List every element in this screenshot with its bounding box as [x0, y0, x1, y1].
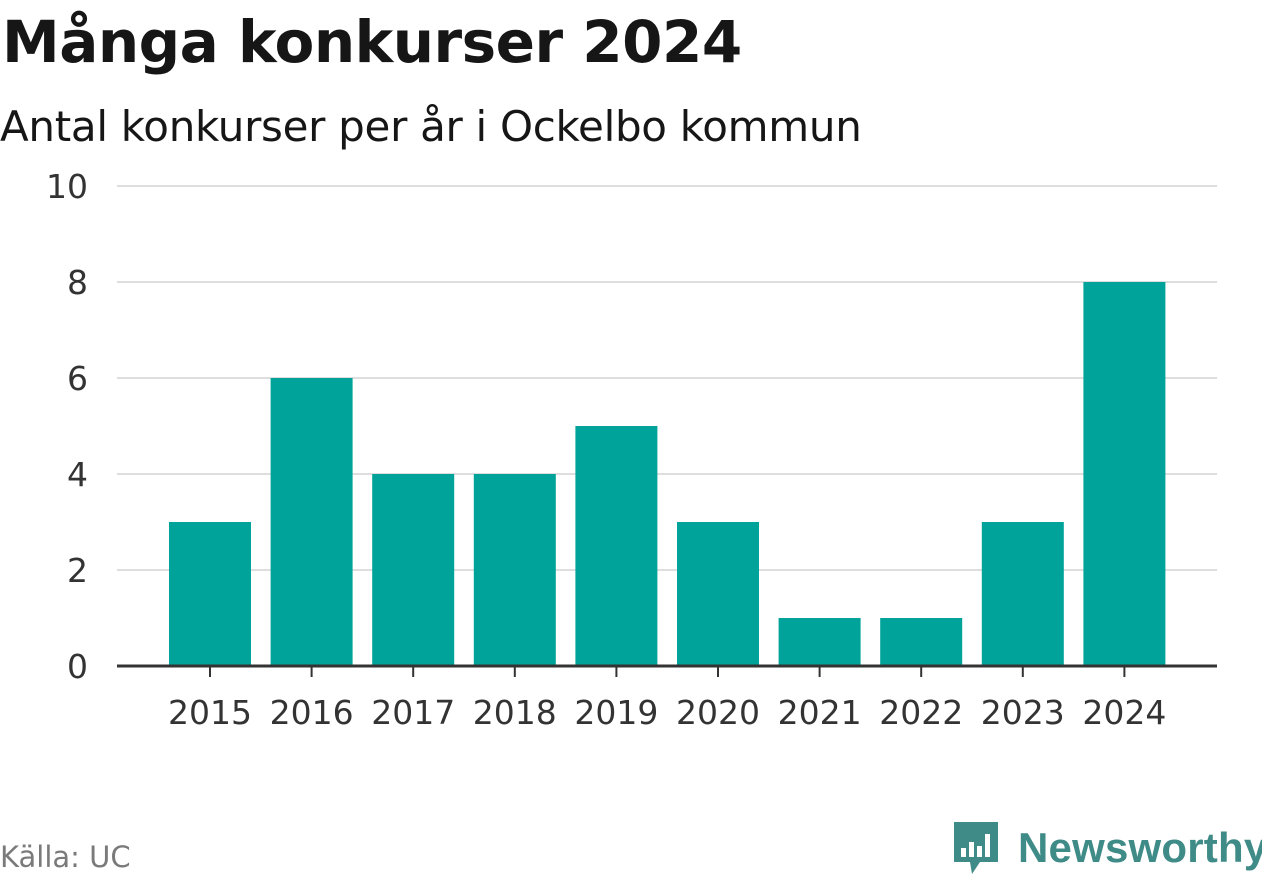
x-tick-label: 2022: [879, 693, 963, 732]
x-tick-label: 2021: [778, 693, 862, 732]
x-tick-label: 2019: [574, 693, 658, 732]
x-tick-label: 2015: [168, 693, 252, 732]
source-note: Källa: UC: [0, 840, 131, 874]
bar: [169, 522, 251, 666]
chart-subtitle: Antal konkurser per år i Ockelbo kommun: [0, 102, 862, 151]
newsworthy-logo-icon: [954, 822, 998, 874]
x-tick-label: 2023: [981, 693, 1065, 732]
bar: [270, 378, 353, 666]
x-tick-label: 2016: [270, 693, 354, 732]
brand: Newsworthy: [950, 818, 1262, 878]
brand-name: Newsworthy: [1018, 824, 1262, 871]
bar: [372, 474, 455, 666]
x-tick-label: 2020: [676, 693, 760, 732]
y-tick-label: 4: [67, 455, 88, 494]
bar-chart: 0 2 4 6 8 10 2015 2016 2017 2018 2019 2020 2021 2022 2…: [46, 167, 1217, 732]
bar: [575, 426, 658, 666]
bar: [880, 618, 963, 666]
y-tick-label: 10: [46, 167, 88, 206]
x-tick-label: 2024: [1082, 693, 1166, 732]
chart-title: Många konkurser 2024: [2, 8, 742, 76]
bar: [778, 618, 861, 666]
bar: [981, 522, 1064, 666]
y-tick-label: 2: [67, 551, 88, 590]
y-tick-label: 6: [67, 359, 88, 398]
bar: [677, 522, 759, 666]
y-tick-label: 8: [67, 263, 88, 302]
x-tick-label: 2017: [371, 693, 455, 732]
x-tick-label: 2018: [473, 693, 557, 732]
bar: [1083, 282, 1166, 666]
bar: [473, 474, 556, 666]
y-tick-label: 0: [67, 647, 88, 686]
